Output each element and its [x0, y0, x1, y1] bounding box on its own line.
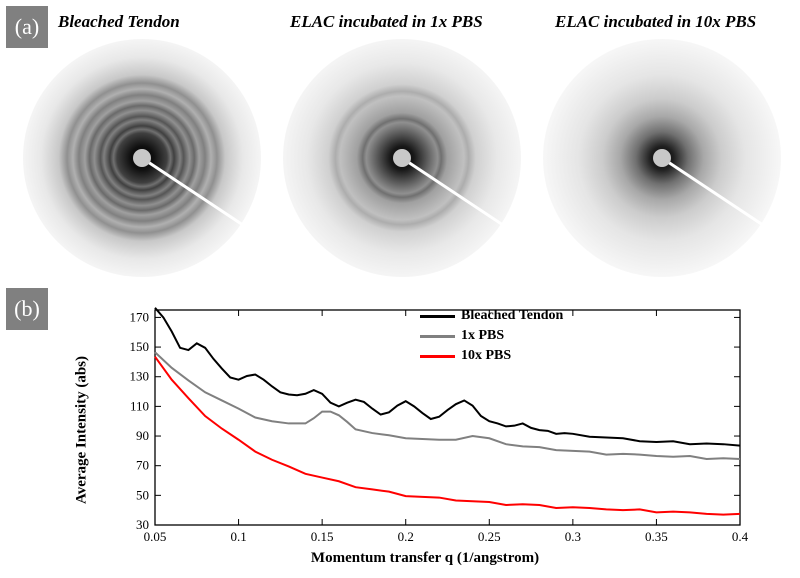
svg-text:150: 150 [130, 339, 150, 354]
legend-bleached: Bleached Tendon [420, 308, 563, 324]
svg-text:70: 70 [136, 458, 149, 473]
svg-text:0.35: 0.35 [645, 529, 668, 544]
svg-text:0.2: 0.2 [398, 529, 414, 544]
svg-text:0.25: 0.25 [478, 529, 501, 544]
panel-a-title-1: Bleached Tendon [58, 12, 180, 32]
x-axis-label: Momentum transfer q (1/angstrom) [311, 550, 539, 567]
legend-line-3 [420, 355, 455, 358]
panel-b-label: (b) [6, 288, 48, 330]
panel-a-title-3: ELAC incubated in 10x PBS [555, 12, 756, 32]
svg-text:0.15: 0.15 [311, 529, 334, 544]
legend-10xpbs: 10x PBS [420, 348, 511, 364]
panel-a-title-2: ELAC incubated in 1x PBS [290, 12, 483, 32]
legend-label-2: 1x PBS [461, 328, 504, 344]
svg-text:130: 130 [130, 369, 150, 384]
legend-label-3: 10x PBS [461, 348, 511, 364]
legend-label-1: Bleached Tendon [461, 308, 563, 324]
legend-line-2 [420, 335, 455, 338]
legend-line-1 [420, 315, 455, 318]
svg-text:50: 50 [136, 487, 149, 502]
svg-text:30: 30 [136, 517, 149, 532]
diffraction-3 [540, 36, 785, 281]
diffraction-1 [20, 36, 265, 281]
svg-text:0.1: 0.1 [230, 529, 246, 544]
diffraction-2 [280, 36, 525, 281]
svg-text:170: 170 [130, 309, 150, 324]
svg-text:110: 110 [130, 398, 149, 413]
svg-text:0.3: 0.3 [565, 529, 581, 544]
svg-text:90: 90 [136, 428, 149, 443]
panel-b-label-text: (b) [14, 296, 40, 322]
svg-text:0.4: 0.4 [732, 529, 749, 544]
legend-1xpbs: 1x PBS [420, 328, 504, 344]
y-axis-label: Average Intensity (abs) [74, 356, 91, 504]
